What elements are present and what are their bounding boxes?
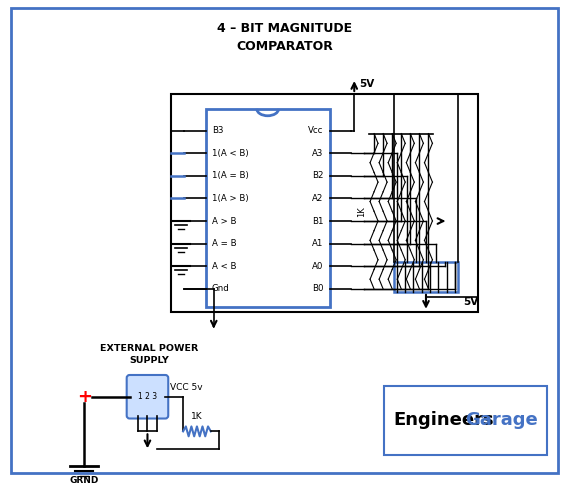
Text: 4 – BIT MAGNITUDE
COMPARATOR: 4 – BIT MAGNITUDE COMPARATOR [217, 22, 352, 53]
Text: A > B: A > B [212, 217, 236, 226]
Text: Gnd: Gnd [212, 284, 229, 294]
Text: 1 2 3: 1 2 3 [138, 392, 157, 401]
Text: 1(A < B): 1(A < B) [212, 149, 249, 158]
Text: A0: A0 [312, 262, 324, 271]
Text: A1: A1 [312, 239, 324, 248]
Text: A = B: A = B [212, 239, 236, 248]
Text: B1: B1 [312, 217, 324, 226]
Bar [394, 262, 458, 292]
Text: B3: B3 [212, 126, 223, 135]
Text: 5V: 5V [359, 79, 374, 89]
Text: 1(A = B): 1(A = B) [212, 172, 249, 180]
Text: Engineers: Engineers [394, 412, 494, 430]
Text: B0: B0 [312, 284, 324, 294]
Text: A < B: A < B [212, 262, 236, 271]
Text: +: + [77, 388, 92, 406]
Bar [206, 109, 329, 307]
Text: B2: B2 [312, 172, 324, 180]
FancyBboxPatch shape [127, 375, 168, 418]
Bar [384, 386, 547, 455]
Text: A2: A2 [312, 194, 324, 203]
Text: EXTERNAL POWER
SUPPLY: EXTERNAL POWER SUPPLY [100, 344, 199, 365]
Text: 5V: 5V [463, 297, 479, 307]
Text: GRND: GRND [69, 476, 99, 485]
Text: Garage: Garage [465, 412, 538, 430]
Text: 1K: 1K [191, 413, 203, 421]
Text: Vcc: Vcc [308, 126, 324, 135]
Text: VCC 5v: VCC 5v [170, 383, 203, 392]
Text: 1(A > B): 1(A > B) [212, 194, 249, 203]
Bar [171, 94, 478, 312]
Text: 1K: 1K [357, 206, 366, 217]
Text: A3: A3 [312, 149, 324, 158]
